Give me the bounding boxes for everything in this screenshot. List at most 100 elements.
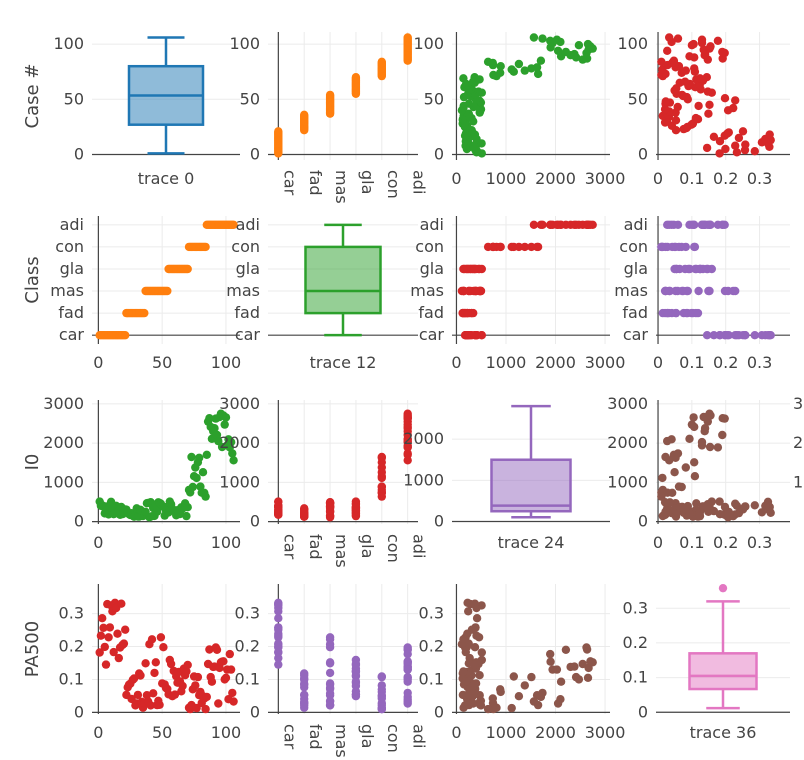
scatter-point[interactable] — [713, 36, 723, 45]
scatter-point[interactable] — [702, 503, 711, 512]
scatter-point[interactable] — [720, 414, 729, 423]
scatter-point[interactable] — [673, 34, 683, 43]
scatter-point[interactable] — [681, 463, 690, 472]
scatter-point[interactable] — [663, 308, 672, 318]
scatter-point[interactable] — [700, 424, 710, 433]
scatter-point[interactable] — [583, 39, 593, 49]
scatter-point[interactable] — [274, 639, 283, 648]
scatter-point[interactable] — [583, 673, 593, 682]
scatter-point[interactable] — [95, 648, 104, 657]
scatter-point[interactable] — [681, 242, 690, 252]
scatter-point[interactable] — [720, 286, 730, 296]
scatter-point[interactable] — [706, 411, 715, 420]
scatter-point[interactable] — [121, 331, 130, 340]
scatter-point[interactable] — [229, 456, 238, 465]
scatter-point[interactable] — [507, 703, 516, 713]
scatter-point[interactable] — [713, 443, 723, 452]
scatter-point[interactable] — [300, 690, 309, 700]
scatter-point[interactable] — [663, 46, 672, 55]
scatter-point[interactable] — [300, 698, 309, 708]
scatter-point[interactable] — [403, 413, 412, 422]
scatter-point[interactable] — [527, 672, 536, 682]
scatter-point[interactable] — [694, 286, 703, 296]
scatter-point[interactable] — [713, 220, 723, 229]
scatter-point[interactable] — [671, 116, 681, 125]
scatter-point[interactable] — [685, 509, 694, 519]
scatter-point[interactable] — [496, 687, 505, 697]
scatter-point[interactable] — [690, 64, 699, 73]
scatter-point[interactable] — [183, 660, 192, 670]
scatter-point[interactable] — [488, 694, 497, 703]
scatter-point[interactable] — [178, 681, 187, 691]
scatter-point[interactable] — [403, 697, 412, 706]
scatter-point[interactable] — [702, 143, 712, 153]
scatter-point[interactable] — [552, 220, 562, 229]
scatter-point[interactable] — [472, 614, 482, 623]
scatter-point[interactable] — [274, 614, 283, 623]
scatter-point[interactable] — [704, 109, 713, 118]
scatter-point[interactable] — [147, 635, 157, 644]
scatter-point[interactable] — [695, 74, 705, 83]
scatter-point[interactable] — [732, 148, 742, 157]
scatter-point[interactable] — [553, 46, 563, 55]
scatter-point[interactable] — [119, 639, 129, 648]
scatter-point[interactable] — [680, 77, 690, 86]
scatter-point[interactable] — [96, 631, 106, 640]
scatter-point[interactable] — [496, 68, 505, 78]
scatter-point[interactable] — [483, 242, 493, 252]
scatter-point[interactable] — [183, 264, 192, 274]
scatter-point[interactable] — [552, 35, 562, 44]
scatter-point[interactable] — [219, 657, 228, 666]
scatter-point[interactable] — [750, 147, 759, 156]
scatter-point[interactable] — [734, 133, 744, 143]
scatter-point[interactable] — [403, 33, 412, 42]
scatter-point[interactable] — [720, 94, 730, 103]
scatter-point[interactable] — [403, 649, 412, 659]
scatter-point[interactable] — [113, 629, 122, 638]
scatter-point[interactable] — [689, 220, 698, 229]
scatter-point[interactable] — [461, 677, 471, 686]
scatter-point[interactable] — [136, 671, 145, 680]
scatter-point[interactable] — [538, 688, 547, 698]
scatter-point[interactable] — [377, 468, 386, 477]
scatter-point[interactable] — [214, 699, 223, 708]
scatter-point[interactable] — [520, 681, 529, 690]
scatter-point[interactable] — [464, 607, 473, 616]
scatter-point[interactable] — [351, 73, 361, 82]
scatter-point[interactable] — [202, 450, 211, 459]
scatter-point[interactable] — [351, 511, 361, 521]
scatter-point[interactable] — [685, 52, 694, 61]
scatter-point[interactable] — [694, 101, 703, 111]
scatter-point[interactable] — [163, 286, 172, 296]
scatter-point[interactable] — [274, 505, 283, 514]
scatter-point[interactable] — [715, 137, 725, 146]
scatter-point[interactable] — [459, 286, 469, 296]
scatter-point[interactable] — [697, 35, 707, 44]
scatter-point[interactable] — [661, 507, 670, 516]
scatter-point[interactable] — [673, 449, 683, 458]
scatter-point[interactable] — [403, 673, 412, 682]
scatter-point[interactable] — [529, 33, 539, 42]
scatter-point[interactable] — [689, 413, 698, 422]
scatter-point[interactable] — [483, 704, 493, 714]
scatter-point[interactable] — [483, 57, 493, 66]
scatter-point[interactable] — [183, 503, 192, 512]
scatter-point[interactable] — [677, 286, 687, 296]
scatter-point[interactable] — [724, 331, 733, 340]
scatter-point[interactable] — [520, 66, 529, 75]
scatter-point[interactable] — [529, 697, 539, 706]
scatter-point[interactable] — [668, 488, 677, 497]
scatter-point[interactable] — [192, 473, 201, 483]
scatter-point[interactable] — [101, 660, 111, 669]
scatter-point[interactable] — [152, 507, 162, 516]
scatter-point[interactable] — [691, 308, 701, 318]
scatter-point[interactable] — [229, 220, 238, 229]
scatter-point[interactable] — [661, 498, 670, 508]
scatter-point[interactable] — [463, 598, 472, 607]
scatter-point[interactable] — [226, 437, 236, 447]
scatter-point[interactable] — [533, 69, 543, 79]
scatter-point[interactable] — [325, 700, 335, 709]
box-outlier[interactable] — [718, 583, 728, 593]
scatter-point[interactable] — [325, 668, 335, 678]
scatter-point[interactable] — [195, 453, 204, 462]
